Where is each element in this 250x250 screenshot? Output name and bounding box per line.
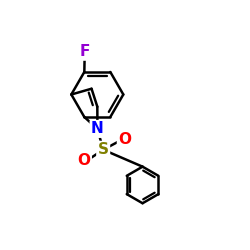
Text: O: O	[78, 153, 90, 168]
Text: F: F	[80, 44, 90, 59]
Text: N: N	[91, 122, 104, 136]
Text: S: S	[98, 142, 109, 157]
Text: O: O	[118, 132, 131, 147]
